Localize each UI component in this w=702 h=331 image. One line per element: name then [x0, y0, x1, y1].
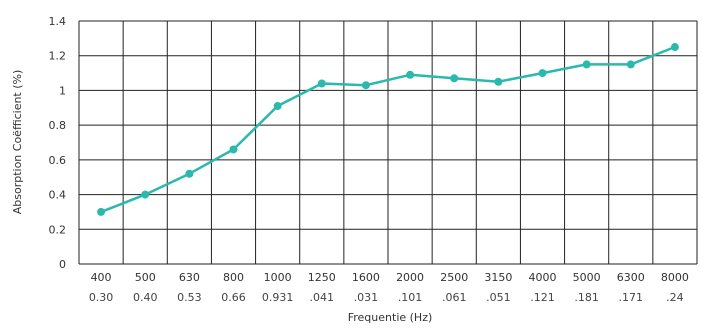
data-point: [450, 74, 459, 83]
x-tick-label: 8000: [661, 271, 689, 284]
data-point: [626, 60, 635, 69]
series-line: [100, 45, 676, 214]
data-point: [273, 102, 282, 111]
data-point: [97, 207, 106, 216]
y-tick-label: 0: [59, 258, 66, 271]
x-value-label: .051: [486, 291, 511, 304]
data-point: [361, 81, 370, 90]
y-tick-label: 0.4: [49, 189, 67, 202]
x-tick-label: 1250: [308, 271, 336, 284]
x-tick-label: 3150: [484, 271, 512, 284]
y-tick-label: 0.2: [49, 223, 67, 236]
y-tick-label: 0.8: [49, 119, 67, 132]
x-value-label: 0.30: [89, 291, 114, 304]
y-tick-label: 1: [59, 84, 66, 97]
x-value-label: 0.66: [221, 291, 246, 304]
x-value-label: .181: [574, 291, 599, 304]
data-point: [406, 70, 415, 79]
x-value-label: .061: [442, 291, 467, 304]
data-point: [141, 190, 150, 199]
data-point: [582, 60, 591, 69]
y-axis-ticks: 0 0.2 0.4 0.6 0.8 1 1.2 1.4: [49, 15, 67, 271]
x-value-label: 0.40: [133, 291, 158, 304]
y-tick-label: 1.4: [49, 15, 67, 28]
y-tick-label: 1.2: [49, 50, 67, 63]
x-axis-title: Frequentie (Hz): [348, 311, 433, 324]
data-point: [670, 43, 679, 52]
x-tick-label: 2500: [440, 271, 468, 284]
x-tick-label: 4000: [529, 271, 557, 284]
grid: [78, 20, 698, 265]
x-value-label: .171: [619, 291, 644, 304]
x-tick-label: 400: [91, 271, 112, 284]
y-axis-title: Absorption Coëfficient (%): [11, 70, 24, 215]
x-value-label: .101: [398, 291, 423, 304]
x-tick-label: 1600: [352, 271, 380, 284]
x-tick-label: 2000: [396, 271, 424, 284]
x-value-label: 0.53: [177, 291, 202, 304]
data-point: [185, 169, 194, 178]
x-value-label: .121: [530, 291, 555, 304]
x-tick-label: 500: [135, 271, 156, 284]
x-value-label: .031: [354, 291, 379, 304]
x-tick-label: 5000: [573, 271, 601, 284]
data-point: [538, 69, 547, 78]
x-value-label: .24: [666, 291, 684, 304]
x-tick-label: 630: [179, 271, 200, 284]
x-tick-label: 1000: [264, 271, 292, 284]
x-axis-ticks: 400 0.30 500 0.40 630 0.53 800 0.66 1000 0.931 125…: [89, 271, 689, 304]
y-tick-label: 0.6: [49, 154, 67, 167]
data-point: [317, 79, 326, 88]
x-value-label: .041: [310, 291, 335, 304]
x-value-label: 0.931: [262, 291, 294, 304]
x-tick-label: 800: [223, 271, 244, 284]
data-point: [229, 145, 238, 154]
series: [97, 43, 679, 216]
data-point: [494, 77, 503, 86]
x-tick-label: 6300: [617, 271, 645, 284]
